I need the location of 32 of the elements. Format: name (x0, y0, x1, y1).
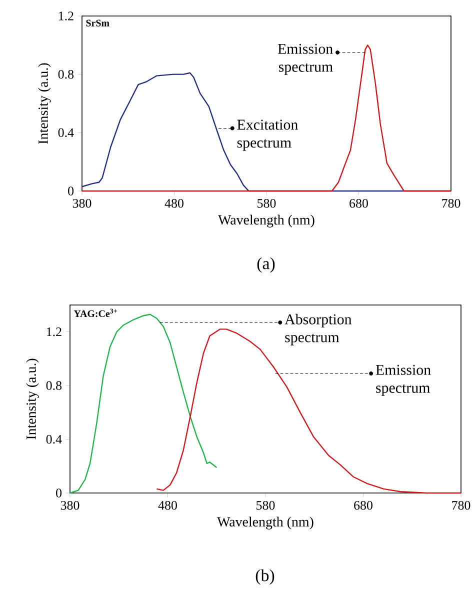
x-tick-label: 780 (442, 198, 460, 208)
text: (a) (257, 257, 275, 273)
line-series (156, 328, 462, 494)
x-tick-label: 480 (158, 500, 177, 510)
annotation: Emission spectrum (278, 44, 333, 75)
annotation: Absorption spectrum (284, 314, 352, 346)
y-tick-label: 0 (68, 186, 74, 196)
y-axis-title: Intensity (a.u.) (26, 358, 39, 440)
x-tick-label: 380 (60, 500, 80, 510)
x-tick-label: 480 (164, 198, 184, 208)
annotation: Emission spectrum (376, 364, 431, 396)
x-tick-label: 580 (258, 198, 276, 208)
annotation: YAG:Ce$^{3+}$ (74, 308, 117, 318)
annotation: Excitation spectrum (237, 120, 298, 151)
x-tick-label: 580 (256, 500, 275, 510)
y-tick-label: 0.8 (46, 381, 62, 390)
y-tick-label: 0.8 (58, 70, 74, 79)
y-tick-label: 1.2 (58, 12, 74, 20)
line-series (81, 44, 452, 192)
y-tick-label: 0.4 (46, 434, 62, 444)
text: (b) (256, 569, 274, 585)
annotation: SrSm (86, 20, 110, 26)
y-tick-label: 1.2 (46, 327, 62, 336)
y-tick-label: 0 (56, 488, 62, 498)
x-tick-label: 680 (350, 198, 368, 208)
x-axis-title: Wavelength (nm) (217, 516, 314, 530)
y-tick-label: 0.4 (58, 128, 74, 138)
x-tick-label: 780 (452, 500, 470, 510)
y-axis-title: Intensity (a.u.) (38, 63, 51, 144)
x-axis-title: Wavelength (nm) (218, 214, 314, 228)
x-tick-label: 380 (72, 198, 92, 208)
x-tick-label: 680 (354, 500, 372, 510)
